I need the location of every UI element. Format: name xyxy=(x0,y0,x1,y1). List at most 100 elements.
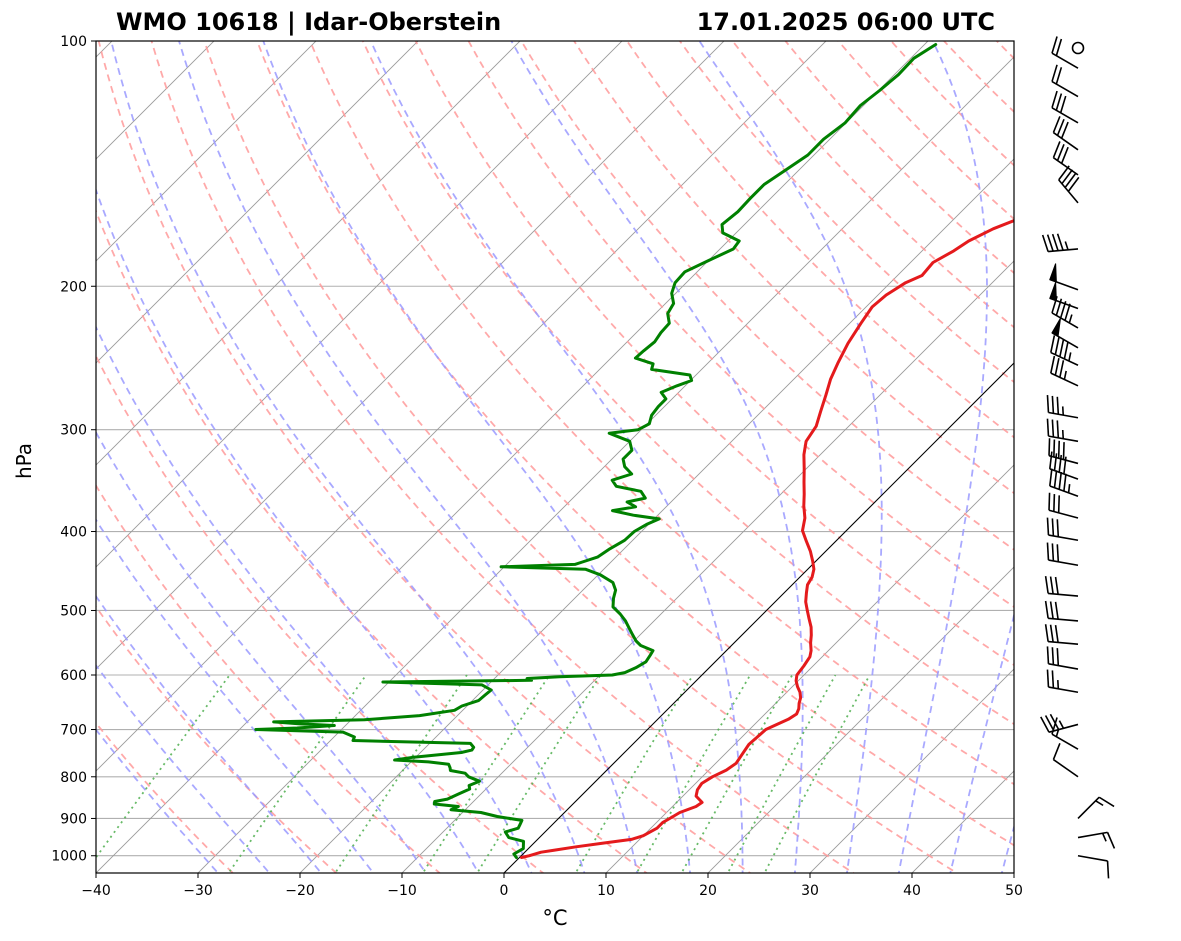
barb-full xyxy=(1054,358,1060,376)
barb-full xyxy=(1053,470,1058,488)
barb-full xyxy=(1050,335,1056,353)
barb-full xyxy=(1055,93,1063,111)
wind-barb xyxy=(1051,717,1079,750)
wind-barb xyxy=(1046,418,1079,443)
wind-barb xyxy=(1049,451,1079,480)
dry-adiabat-line xyxy=(1084,23,1181,890)
moist-adiabat-line xyxy=(262,41,692,873)
wind-barb xyxy=(1040,713,1079,733)
isotherm-line xyxy=(707,566,1014,873)
mixing-ratio-line xyxy=(726,674,837,873)
isotherm-line xyxy=(605,464,1014,873)
wind-barb xyxy=(1049,263,1079,291)
isotherm-line xyxy=(401,260,1014,873)
moist-adiabat-line xyxy=(96,430,427,873)
wind-barb xyxy=(1050,355,1079,387)
moist-adiabat-line xyxy=(897,41,988,873)
barb-full xyxy=(1049,468,1053,487)
isotherm-line xyxy=(96,41,215,160)
dry-adiabat-line xyxy=(573,41,1014,495)
wind-barb xyxy=(1052,116,1079,151)
barb-staff xyxy=(1077,831,1108,839)
barb-full xyxy=(1055,298,1063,316)
barb-full xyxy=(1063,456,1067,475)
x-tick-label: −10 xyxy=(387,883,417,899)
wind-barb xyxy=(1051,90,1079,124)
barb-half xyxy=(1063,370,1067,380)
barb-half xyxy=(1058,720,1065,729)
barb-full xyxy=(1059,339,1065,357)
barb-full xyxy=(1064,173,1077,189)
barb-full xyxy=(1051,518,1055,536)
mixing-ratio-line xyxy=(635,674,751,873)
barb-half xyxy=(1068,352,1072,362)
zero-isotherm-line xyxy=(503,362,1014,873)
wind-barb xyxy=(1051,295,1079,329)
moist-adiabat-line xyxy=(96,187,533,873)
barb-half xyxy=(1064,241,1069,251)
barb-full xyxy=(1051,233,1059,251)
wind-barb xyxy=(1051,317,1079,349)
barb-full xyxy=(1067,176,1080,192)
x-axis-label: °C xyxy=(542,906,567,930)
isotherm-line xyxy=(96,41,521,466)
barb-full xyxy=(1056,233,1064,251)
wind-barb xyxy=(1041,233,1079,253)
barb-full xyxy=(1054,576,1059,595)
wind-barb xyxy=(1046,517,1079,542)
barb-full xyxy=(1063,341,1069,360)
wind-barb xyxy=(1044,624,1079,645)
barb-full xyxy=(1062,442,1065,460)
barb-full xyxy=(1058,471,1063,490)
dry-adiabat-line xyxy=(96,605,338,873)
dry-adiabat-line xyxy=(520,41,1014,551)
barb-full xyxy=(1046,517,1050,536)
barb-full xyxy=(1048,438,1051,456)
barb-full xyxy=(1040,716,1050,733)
x-tick-label: −30 xyxy=(183,883,213,899)
station-title: WMO 10618 | Idar-Oberstein xyxy=(116,8,502,36)
y-tick-label: 1000 xyxy=(51,849,87,865)
barb-full xyxy=(1051,670,1055,688)
moist-adiabat-line xyxy=(1000,823,1014,873)
barb-full xyxy=(1057,495,1061,513)
wind-barb xyxy=(1071,41,1085,55)
barb-full xyxy=(1056,396,1060,415)
barb-full xyxy=(1058,454,1063,473)
wind-barb xyxy=(1050,335,1079,366)
plot-frame xyxy=(95,40,1015,874)
mixing-ratio-line xyxy=(574,674,694,873)
isotherm-line xyxy=(911,770,1014,873)
moist-adiabat-line xyxy=(96,325,480,873)
wind-barb xyxy=(1051,36,1079,69)
y-tick-label: 200 xyxy=(60,279,87,295)
barb-full xyxy=(1056,648,1060,666)
wind-barb xyxy=(1048,438,1079,465)
barb-full xyxy=(1053,453,1058,471)
barb-full xyxy=(1049,601,1054,619)
dry-adiabat-line xyxy=(96,483,442,873)
wind-barb xyxy=(1077,854,1110,879)
dry-adiabat-line xyxy=(995,41,1014,60)
barb-full xyxy=(1044,600,1049,619)
wind-barb xyxy=(1058,165,1080,204)
isotherm-line xyxy=(96,41,623,568)
dry-adiabat-line xyxy=(361,41,1014,726)
barb-full xyxy=(1046,669,1050,688)
barb-full xyxy=(1051,543,1055,561)
y-tick-label: 500 xyxy=(60,603,87,619)
isotherm-line xyxy=(1013,872,1014,873)
y-tick-label: 700 xyxy=(60,723,87,739)
wind-barb xyxy=(1046,646,1079,670)
x-tick-label: −20 xyxy=(285,883,315,899)
moist-adiabat-line xyxy=(698,41,883,873)
dry-adiabat-line xyxy=(1136,23,1181,890)
barb-full xyxy=(1059,95,1067,114)
barb-half xyxy=(1095,800,1104,807)
dry-adiabat-line xyxy=(96,354,545,873)
moist-adiabat-line xyxy=(96,594,323,873)
x-tick-label: 30 xyxy=(801,883,819,899)
barb-full xyxy=(1060,121,1069,139)
barb-full xyxy=(1049,451,1053,470)
barb-full xyxy=(1056,519,1060,537)
